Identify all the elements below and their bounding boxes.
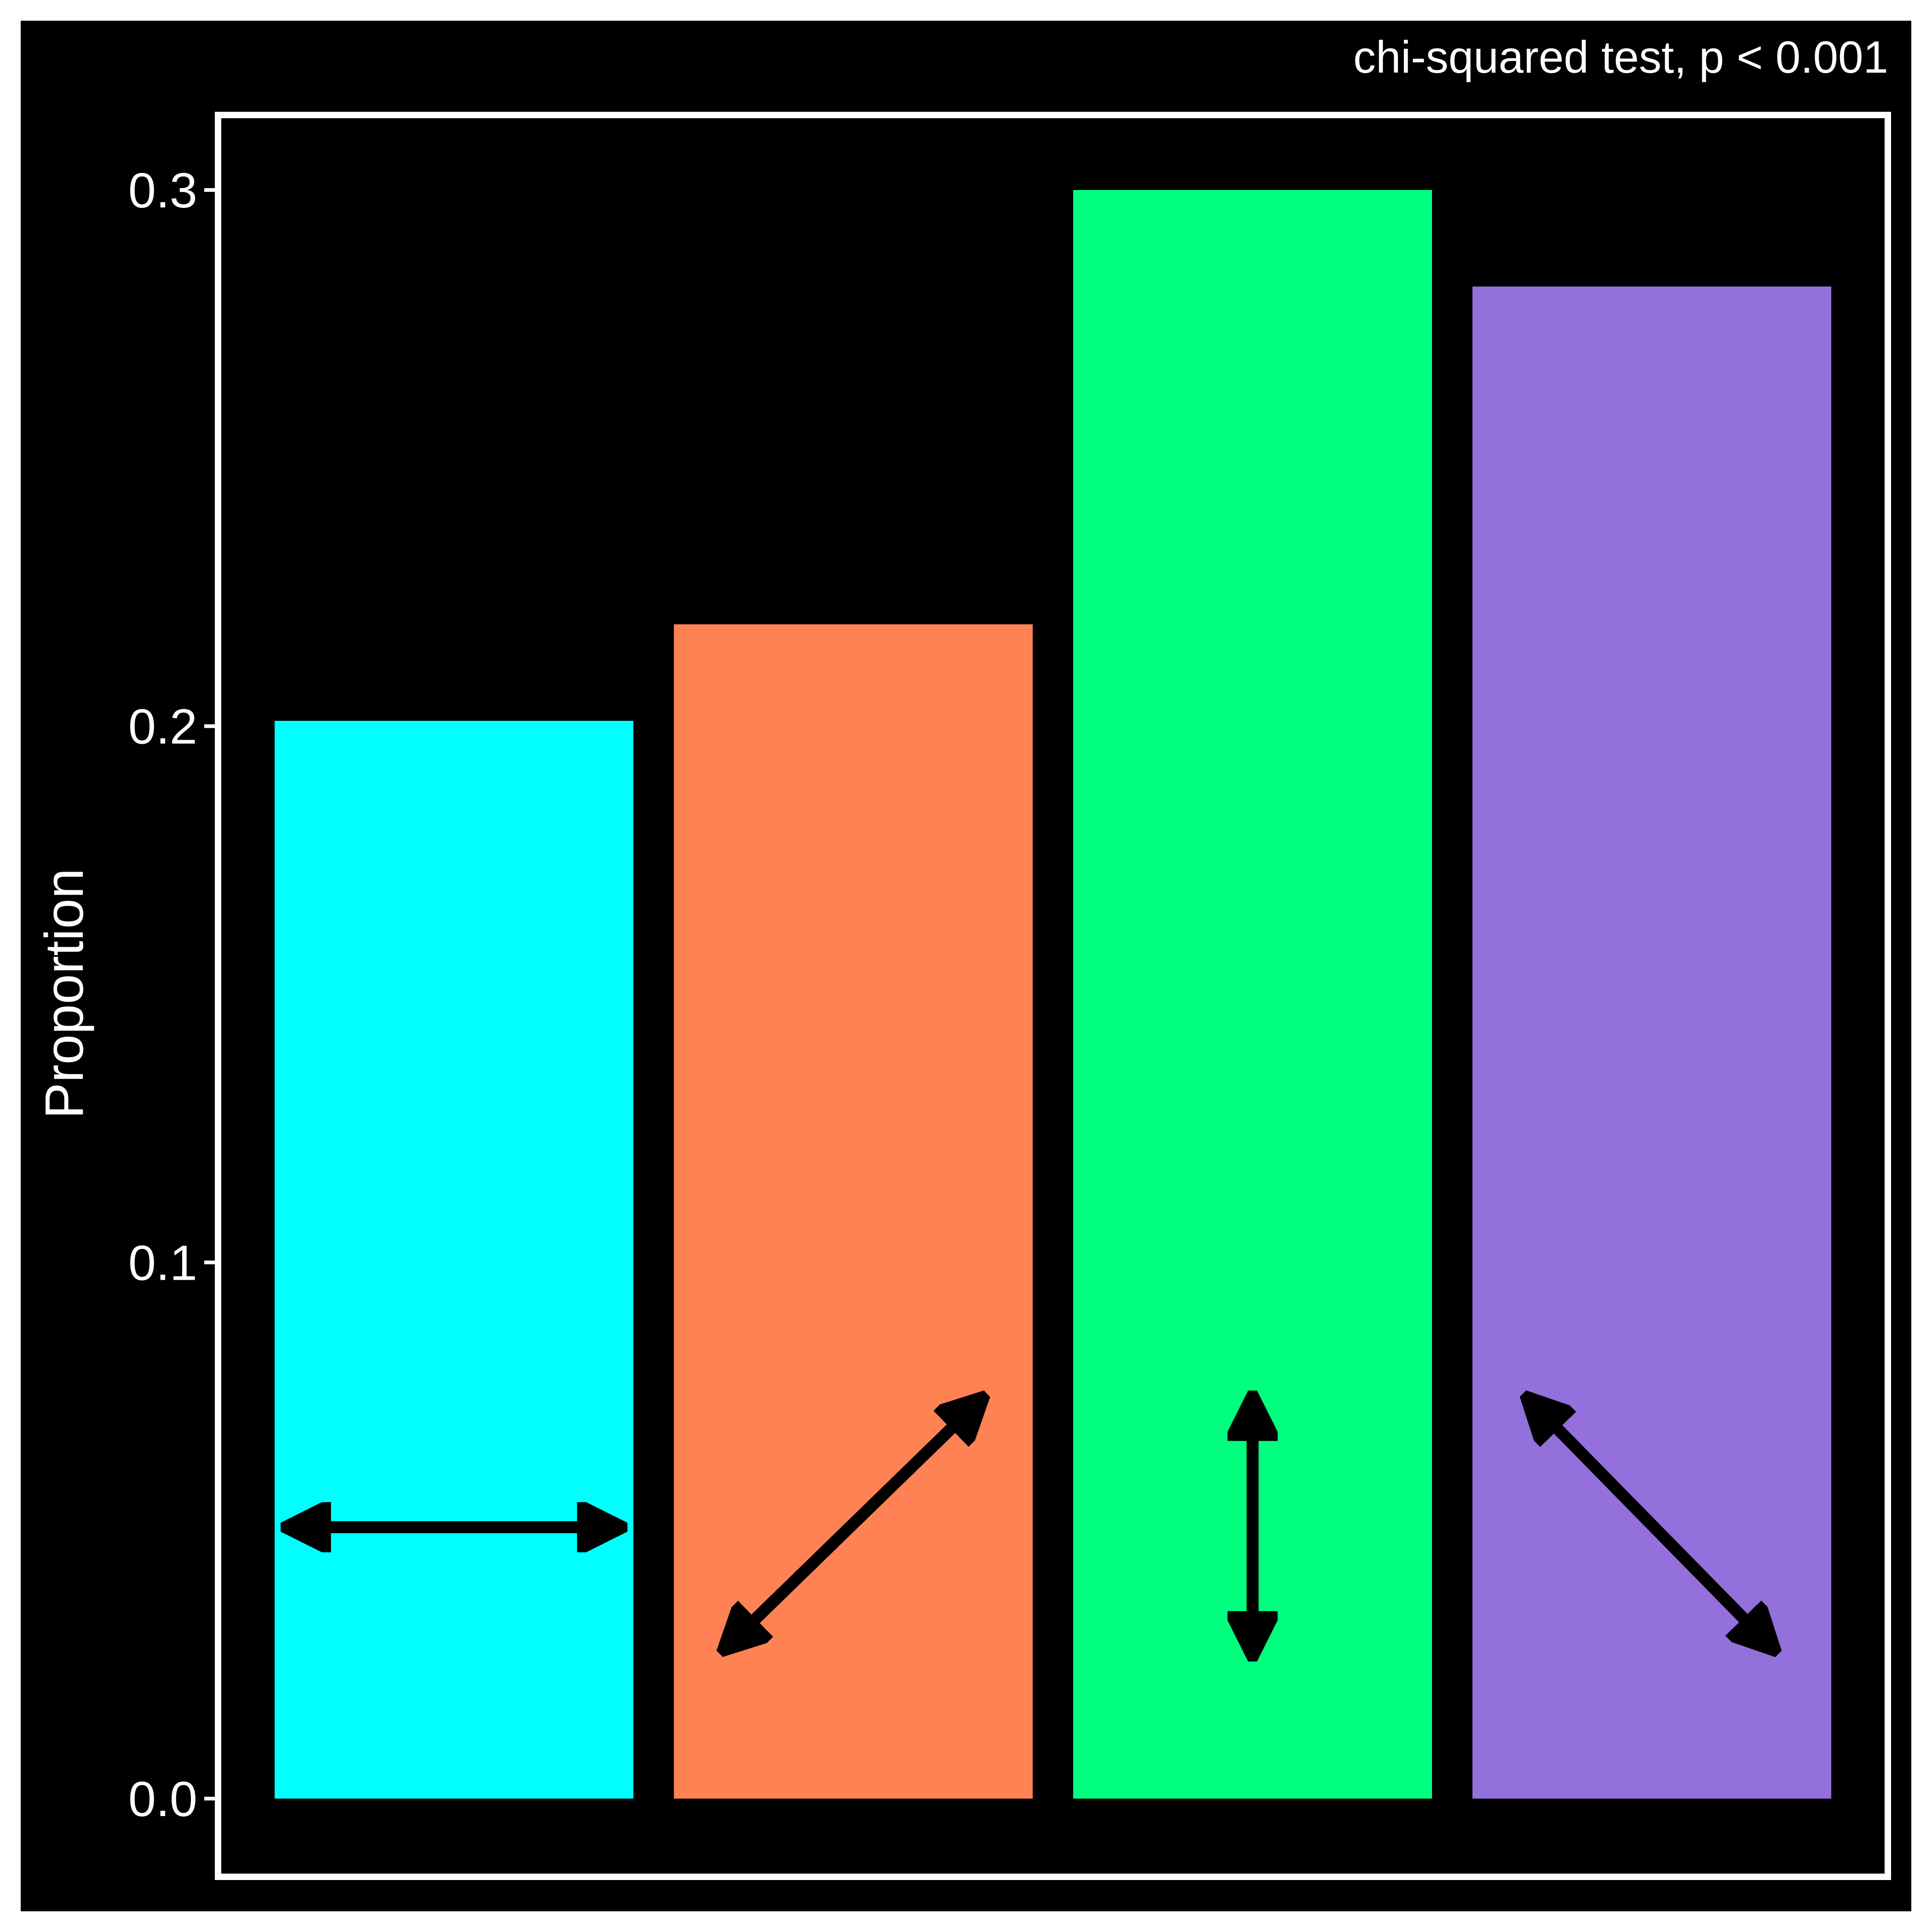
diagonal-up-double-arrow-icon (727, 1401, 980, 1647)
y-tick-label: 0.1 (128, 1235, 197, 1290)
bars (275, 190, 1831, 1799)
test-annotation: chi-squared test, p < 0.001 (1353, 32, 1888, 82)
bar-4 (1472, 286, 1831, 1799)
y-tick-label: 0.2 (128, 699, 197, 754)
panel-frame (215, 112, 1891, 1880)
bar-2 (674, 624, 1033, 1799)
y-axis-label: Proportion (34, 868, 95, 1119)
bar-1 (275, 721, 633, 1799)
diagonal-down-double-arrow-icon (1530, 1401, 1771, 1647)
y-tick-label: 0.0 (128, 1771, 197, 1827)
bar-icons (291, 1401, 1771, 1651)
y-axis: 0.0 0.1 0.2 0.3 (128, 162, 218, 1827)
y-tick-label: 0.3 (128, 162, 197, 218)
